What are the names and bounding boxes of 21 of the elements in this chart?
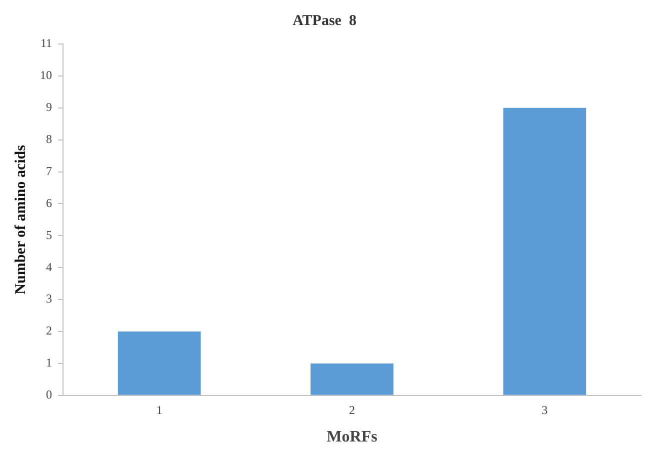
y-tick-label: 0 [46,388,52,402]
x-tick-label: 1 [156,402,162,417]
x-tick-label: 3 [542,402,548,417]
y-tick-label: 4 [46,260,52,274]
y-tick-label: 11 [40,36,52,50]
y-tick-label: 5 [46,228,52,242]
y-axis-title: Number of amino acids [12,144,29,294]
x-axis-title: MoRFs [326,428,378,446]
y-tick-label: 6 [46,196,52,210]
chart-title: ATPase 8 [292,12,356,29]
y-tick-label: 2 [46,324,52,338]
bar [503,108,586,395]
bar [118,332,201,395]
y-tick-label: 9 [46,100,52,114]
y-tick-label: 10 [40,68,52,82]
y-tick-label: 8 [46,132,52,146]
bar [310,363,394,395]
y-tick-label: 7 [46,164,52,178]
x-tick-label: 2 [349,402,355,417]
y-tick-label: 1 [46,356,52,370]
y-tick-label: 3 [46,292,52,306]
